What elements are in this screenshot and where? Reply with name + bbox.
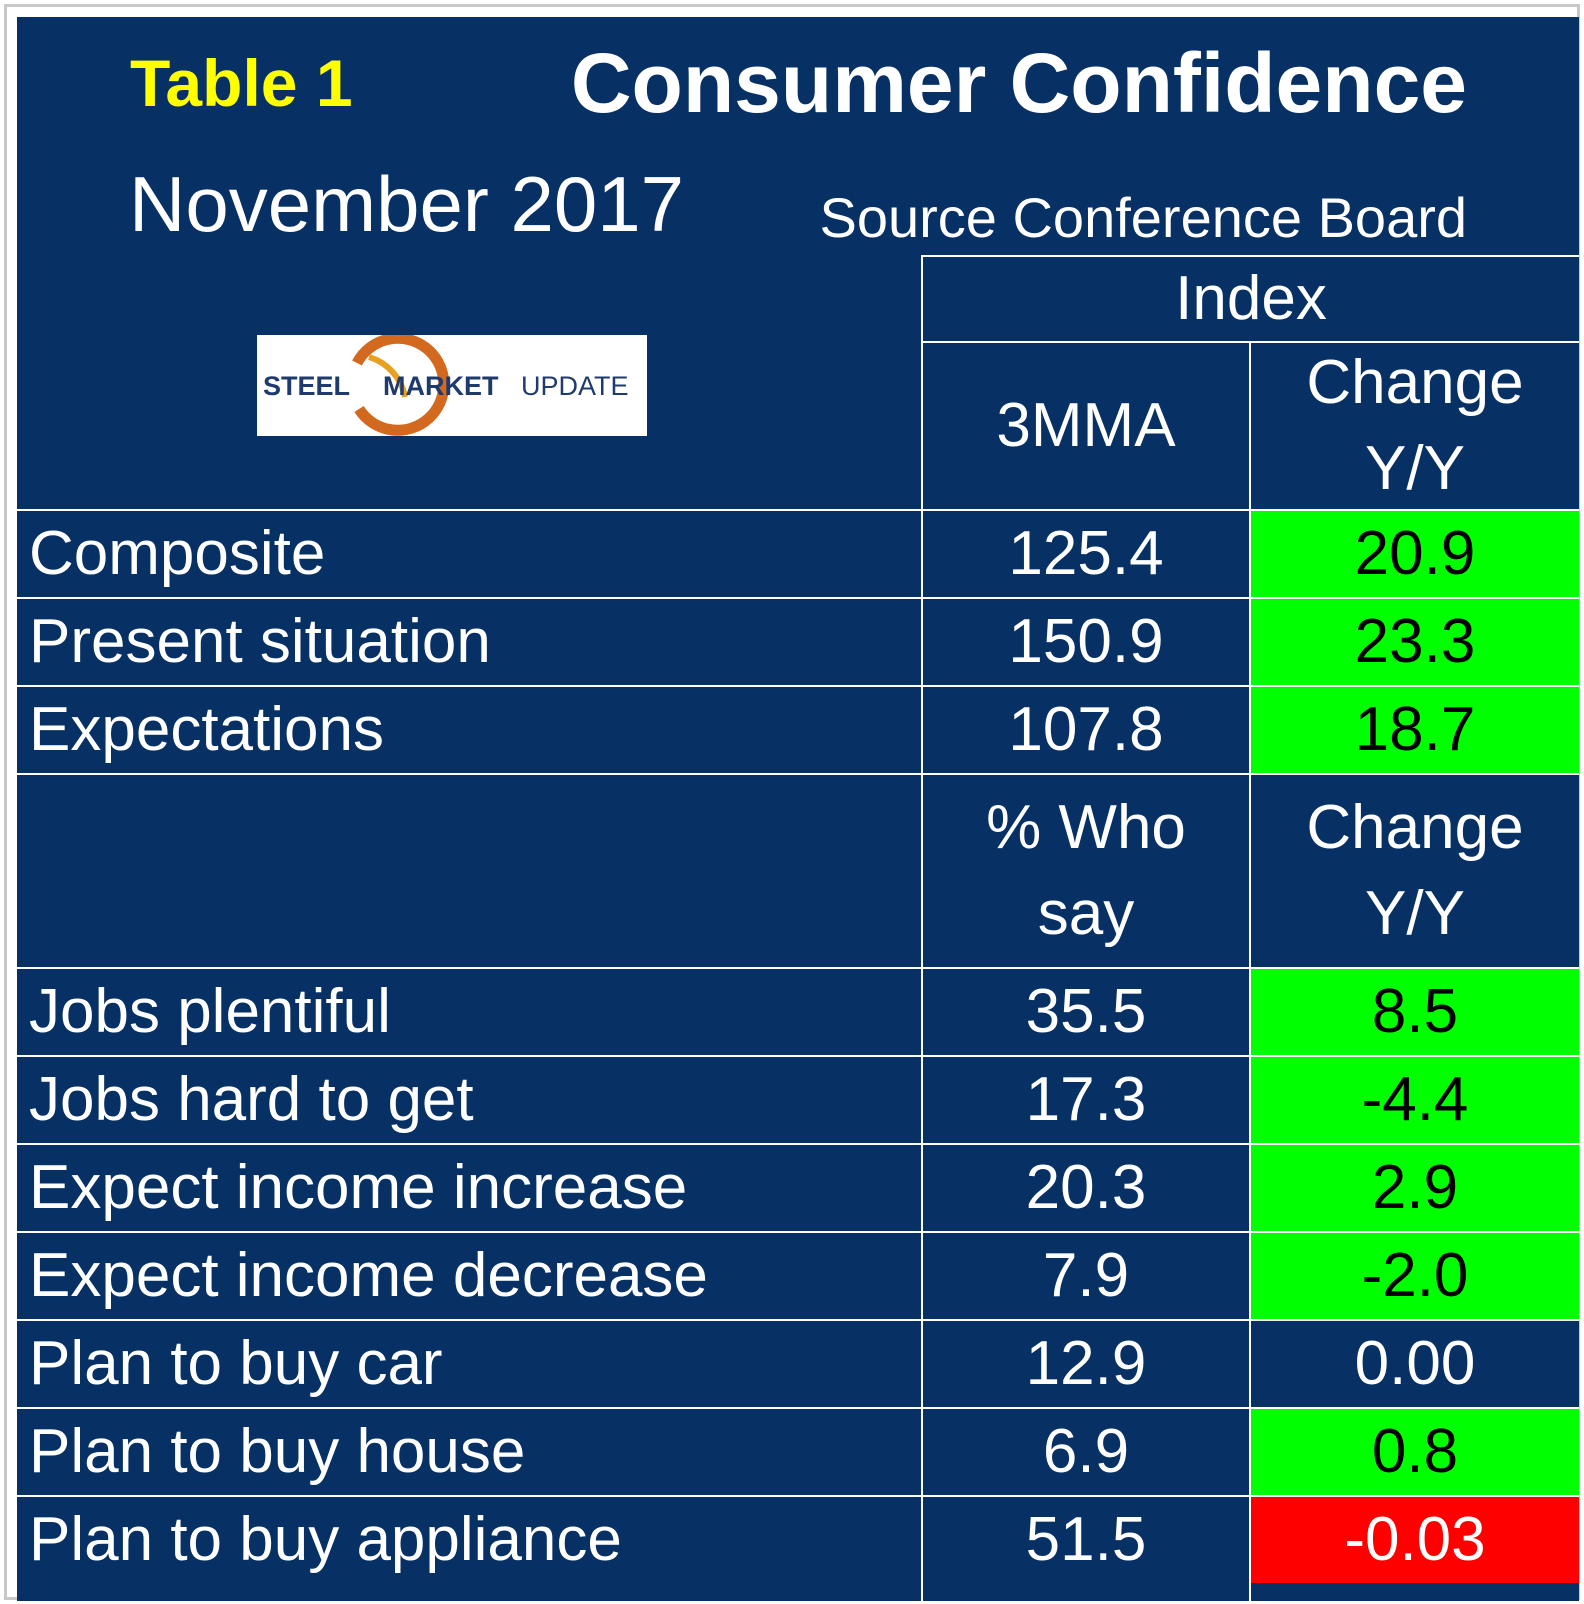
- row-label: Plan to buy appliance: [29, 1505, 622, 1574]
- row-change-positive: 2.9: [1251, 1145, 1579, 1231]
- change-header-line: Y/Y: [1365, 434, 1465, 503]
- section-2-top-border: [17, 967, 1579, 969]
- row-divider: [17, 597, 1579, 599]
- logo-arc-accent-icon: [368, 354, 408, 398]
- row-change-negative: -0.03: [1251, 1497, 1579, 1583]
- row-label: Present situation: [29, 607, 491, 676]
- logo-arc-icon: [352, 335, 450, 436]
- value-header-who-say-line: say: [1037, 879, 1135, 948]
- row-change-positive: 20.9: [1251, 511, 1579, 597]
- row-divider: [17, 1055, 1579, 1057]
- value-header-who-say: % Who say: [923, 785, 1249, 957]
- value-header-3mma-line: 3MMA: [996, 391, 1176, 460]
- table-title: Consumer Confidence: [570, 36, 1467, 130]
- steel-market-update-logo: STEEL MARKET UPDATE: [257, 335, 647, 436]
- logo-graphic: STEEL MARKET UPDATE: [263, 335, 629, 436]
- row-value: 17.3: [1025, 1065, 1147, 1134]
- row-value: 35.5: [1025, 977, 1147, 1046]
- row-label: Jobs hard to get: [29, 1065, 474, 1134]
- change-header: Change Y/Y: [1251, 785, 1579, 957]
- row-divider: [17, 685, 1579, 687]
- row-label: Plan to buy car: [29, 1329, 443, 1398]
- row-label: Expect income increase: [29, 1153, 688, 1222]
- value-column-divider: [1249, 341, 1251, 1601]
- logo-text-market: MARKET: [383, 371, 499, 401]
- row-value: 51.5: [1025, 1505, 1147, 1574]
- row-change-positive: -2.0: [1251, 1233, 1579, 1319]
- row-label: Composite: [29, 519, 326, 588]
- row-value: 150.9: [1008, 607, 1164, 676]
- change-header-line: Y/Y: [1365, 879, 1465, 948]
- row-value: 7.9: [1042, 1241, 1130, 1310]
- row-divider: [17, 1407, 1579, 1409]
- row-change-positive: 8.5: [1251, 969, 1579, 1055]
- value-header-who-say-line: % Who: [986, 793, 1186, 862]
- row-divider: [17, 1319, 1579, 1321]
- row-label: Expect income decrease: [29, 1241, 708, 1310]
- row-value: 107.8: [1008, 695, 1164, 764]
- row-label: Jobs plentiful: [29, 977, 391, 1046]
- row-divider: [17, 1495, 1579, 1497]
- row-change-positive: -4.4: [1251, 1057, 1579, 1143]
- index-top-border: [921, 255, 1579, 257]
- row-divider: [17, 1231, 1579, 1233]
- row-label: Expectations: [29, 695, 384, 764]
- source-note: Source Conference Board: [819, 186, 1468, 249]
- row-value: 6.9: [1042, 1417, 1130, 1486]
- index-group-header-line: Index: [1175, 264, 1327, 333]
- label-column-divider: [921, 255, 923, 1601]
- index-group-header: Index: [923, 256, 1579, 342]
- value-header-3mma: 3MMA: [923, 383, 1249, 469]
- change-header: Change Y/Y: [1251, 340, 1579, 512]
- change-header-line: Change: [1306, 348, 1524, 417]
- change-header-line: Change: [1306, 793, 1524, 862]
- row-divider: [17, 773, 1579, 775]
- row-value: 20.3: [1025, 1153, 1147, 1222]
- row-divider: [17, 1143, 1579, 1145]
- table-frame: Table 1 Consumer Confidence November 201…: [4, 4, 1580, 1601]
- logo-text-update: UPDATE: [521, 371, 629, 401]
- logo-text-steel: STEEL: [263, 371, 350, 401]
- row-change-positive: 18.7: [1251, 687, 1579, 773]
- table-label: Table 1: [130, 46, 353, 120]
- table-panel: Table 1 Consumer Confidence November 201…: [17, 17, 1579, 1601]
- row-value: 12.9: [1025, 1329, 1147, 1398]
- row-value: 125.4: [1008, 519, 1164, 588]
- row-label: Plan to buy house: [29, 1417, 526, 1486]
- row-change-neutral: 0.00: [1251, 1321, 1579, 1407]
- section-1-top-border: [17, 509, 1579, 511]
- row-change-positive: 23.3: [1251, 599, 1579, 685]
- row-change-positive: 0.8: [1251, 1409, 1579, 1495]
- report-month: November 2017: [129, 160, 684, 248]
